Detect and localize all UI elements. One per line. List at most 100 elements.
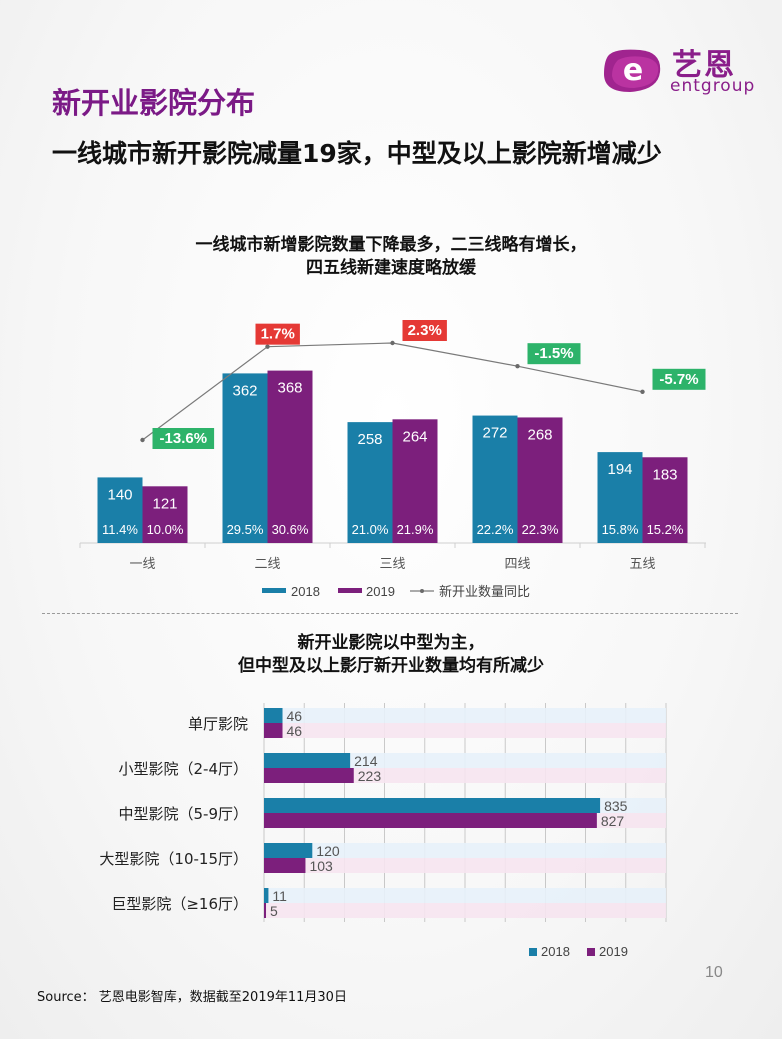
section-title: 新开业影院分布	[52, 86, 256, 120]
chart2-title: 新开业影院以中型为主， 但中型及以上影厅新开业数量均有所减少	[0, 632, 782, 678]
bar-value-label: 368	[277, 380, 302, 397]
bar-2018	[97, 477, 143, 543]
source-note: Source： 艺恩电影智库，数据截至2019年11月30日	[37, 990, 347, 1005]
bar-2019	[642, 457, 688, 543]
row-band-2018	[264, 843, 666, 858]
yoy-badge-label: 2.3%	[408, 322, 442, 339]
bar-value-label: 183	[652, 466, 677, 483]
hbar-value-label: 223	[358, 768, 382, 784]
yoy-point	[640, 389, 645, 395]
yoy-badge	[255, 323, 300, 345]
section-divider	[42, 613, 738, 614]
bar-share-label: 21.9%	[397, 522, 434, 537]
legend2-label-2018: 2018	[541, 944, 570, 959]
x-tick-label: 五线	[629, 557, 655, 572]
chart1-title: 一线城市新增影院数量下降最多，二三线略有增长， 四五线新建速度略放缓	[0, 234, 782, 280]
bar-2018	[597, 452, 643, 543]
hbar-2019	[264, 723, 283, 738]
hbar-2018	[264, 753, 351, 768]
bar-2018	[472, 415, 518, 543]
y-category-label: 小型影院（2-4厅）	[118, 760, 248, 778]
bar-share-label: 22.3%	[522, 522, 559, 537]
bar-share-label: 30.6%	[272, 522, 309, 537]
chart2-title-line2: 但中型及以上影厅新开业数量均有所减少	[238, 656, 544, 676]
legend2-swatch-2019	[587, 948, 595, 956]
y-category-label: 单厅影院	[188, 715, 248, 733]
hbar-value-label: 11	[272, 888, 287, 904]
y-category-label: 大型影院（10-15厅）	[99, 850, 248, 868]
logo-chinese-text: 艺恩	[672, 48, 736, 83]
row-band-2019	[264, 903, 666, 918]
yoy-badge	[652, 368, 706, 390]
legend-swatch-2019	[338, 588, 362, 593]
bar-2018	[347, 422, 393, 543]
hbar-2019	[264, 858, 306, 873]
chart1-title-line1: 一线城市新增影院数量下降最多，二三线略有增长，	[195, 235, 587, 255]
bar-value-label: 140	[107, 486, 132, 503]
bar-value-label: 272	[482, 425, 507, 442]
bar-share-label: 10.0%	[147, 522, 184, 537]
row-band-2018	[264, 753, 666, 768]
hbar-value-label: 103	[309, 858, 333, 874]
yoy-point	[265, 344, 270, 349]
bar-share-label: 11.4%	[102, 522, 138, 537]
bar-2019	[392, 419, 438, 543]
bar-value-label: 268	[527, 426, 552, 443]
hbar-2018	[264, 888, 269, 903]
legend-label-2018: 2018	[291, 584, 320, 599]
yoy-badge-label: -1.5%	[534, 345, 573, 362]
hbar-2019	[264, 768, 354, 783]
x-tick-label: 三线	[379, 557, 405, 572]
bar-share-label: 29.5%	[227, 522, 264, 537]
bar-2018	[222, 373, 268, 543]
hbar-value-label: 120	[316, 843, 340, 859]
hbar-2019	[264, 813, 597, 828]
hbar-value-label: 46	[287, 708, 303, 724]
entgroup-logo: e 艺恩 entgroup	[600, 38, 760, 100]
entgroup-logo-icon: e	[604, 49, 661, 92]
bar-share-label: 15.8%	[602, 522, 639, 537]
y-category-label: 中型影院（5-9厅）	[118, 805, 248, 823]
row-band-2019	[264, 723, 666, 738]
legend2-label-2019: 2019	[599, 944, 628, 959]
yoy-badge	[527, 343, 581, 365]
hbar-2018	[264, 708, 283, 723]
yoy-badge	[402, 320, 447, 341]
x-tick-label: 四线	[504, 557, 530, 572]
row-band-2019	[264, 858, 666, 873]
bar-2019	[517, 417, 563, 543]
hbar-2018	[264, 843, 313, 858]
row-band-2018	[264, 888, 666, 903]
row-band-2018	[264, 708, 666, 723]
bar-share-label: 21.0%	[352, 522, 389, 537]
hbar-value-label: 835	[604, 798, 628, 814]
hbar-value-label: 827	[601, 813, 625, 829]
hbar-value-label: 46	[287, 723, 303, 739]
x-tick-label: 二线	[254, 557, 280, 572]
hbar-2018	[264, 798, 601, 813]
yoy-point	[140, 437, 145, 443]
bar-value-label: 258	[357, 431, 382, 448]
page-number: 10	[705, 964, 723, 981]
yoy-point	[390, 340, 395, 346]
bar-value-label: 264	[402, 428, 427, 445]
row-band-2019	[264, 768, 666, 783]
legend-point-yoy	[420, 589, 424, 593]
tier-city-bar-chart: 140 11.4% 121 10.0% 一线 362 29.5% 368 30.6% 二线 258 2…	[79, 320, 706, 600]
chart1-title-line2: 四五线新建速度略放缓	[306, 258, 476, 278]
yoy-badge-label: 1.7%	[261, 326, 295, 343]
yoy-badge-label: -13.6%	[160, 430, 208, 447]
y-category-label: 巨型影院（≥16厅）	[111, 895, 248, 913]
chart2-title-line1: 新开业影院以中型为主，	[297, 633, 485, 653]
legend-label-2019: 2019	[366, 584, 395, 599]
hbar-value-label: 214	[354, 753, 378, 769]
logo-english-text: entgroup	[670, 76, 756, 96]
bar-value-label: 194	[607, 461, 632, 478]
bar-share-label: 15.2%	[647, 522, 684, 537]
x-tick-label: 一线	[129, 557, 155, 572]
svg-text:e: e	[623, 53, 643, 88]
hbar-2019	[264, 903, 267, 918]
legend2-swatch-2018	[529, 948, 537, 956]
page-subtitle: 一线城市新开影院减量19家，中型及以上影院新增减少	[52, 139, 662, 168]
